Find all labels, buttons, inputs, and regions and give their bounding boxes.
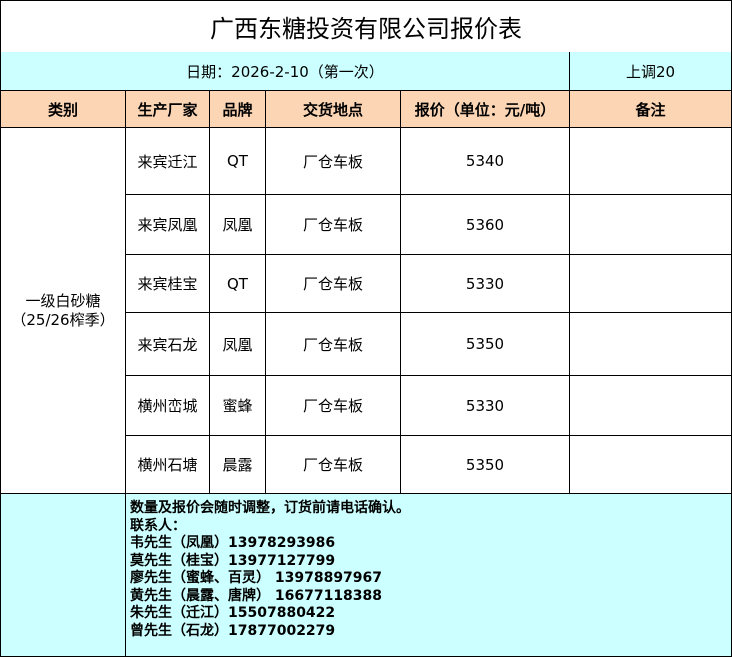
cell-delivery: 厂仓车板 xyxy=(266,195,401,255)
cell-brand: 晨露 xyxy=(210,436,266,494)
cell-price: 5340 xyxy=(401,128,570,195)
cell-brand: QT xyxy=(210,128,266,195)
sheet-title: 广西东糖投资有限公司报价表 xyxy=(0,0,732,53)
cell-price: 5350 xyxy=(401,313,570,376)
column-header: 类别 xyxy=(0,91,126,128)
cell-price: 5360 xyxy=(401,195,570,255)
cell-note xyxy=(570,313,732,376)
note-line: 韦先生（凤凰）13978293986 xyxy=(130,535,336,551)
cell-note xyxy=(570,376,732,436)
note-line: 莫先生（桂宝）13977127799 xyxy=(130,552,336,569)
cell-price: 5350 xyxy=(401,436,570,494)
cell-maker: 来宾桂宝 xyxy=(126,255,210,313)
contact-notes: 数量及报价会随时调整，订货前请电话确认。 联系人： 韦先生（凤凰）139782939… xyxy=(126,494,732,657)
column-header: 备注 xyxy=(570,91,732,128)
cell-delivery: 厂仓车板 xyxy=(266,376,401,436)
note-line: 曾先生（石龙）17877002279 xyxy=(130,622,336,639)
category-label: （25/26榨季） xyxy=(11,310,115,329)
column-header: 品牌 xyxy=(210,91,266,128)
cell-maker: 横州石塘 xyxy=(126,436,210,494)
column-header: 交货地点 xyxy=(266,91,401,128)
cell-delivery: 厂仓车板 xyxy=(266,313,401,376)
note-line: 廖先生（蜜蜂、百灵） 13978897967 xyxy=(130,570,383,586)
cell-price: 5330 xyxy=(401,376,570,436)
note-line: 数量及报价会随时调整，订货前请电话确认。 xyxy=(130,500,410,516)
cell-delivery: 厂仓车板 xyxy=(266,128,401,195)
cell-maker: 来宾迁江 xyxy=(126,128,210,195)
cell-delivery: 厂仓车板 xyxy=(266,436,401,494)
cell-note xyxy=(570,128,732,195)
date-line: 日期：2026-2-10（第一次） xyxy=(0,52,570,91)
cell-note xyxy=(570,255,732,313)
note-line: 联系人： xyxy=(130,517,186,534)
category-label: 一级白砂糖 xyxy=(25,291,101,310)
cell-brand: 凤凰 xyxy=(210,313,266,376)
cell-price: 5330 xyxy=(401,255,570,313)
cell-brand: 蜜蜂 xyxy=(210,376,266,436)
column-header: 报价（单位：元/吨） xyxy=(401,91,570,128)
cell-delivery: 厂仓车板 xyxy=(266,255,401,313)
notes-blank xyxy=(0,494,126,657)
cell-maker: 来宾石龙 xyxy=(126,313,210,376)
cell-brand: QT xyxy=(210,255,266,313)
column-header: 生产厂家 xyxy=(126,91,210,128)
cell-brand: 凤凰 xyxy=(210,195,266,255)
note-line: 黄先生（晨露、唐牌） 16677118388 xyxy=(130,587,383,604)
price-adjustment: 上调20 xyxy=(570,52,732,91)
note-line: 朱先生（迁江）15507880422 xyxy=(130,605,336,621)
cell-maker: 横州峦城 xyxy=(126,376,210,436)
cell-note xyxy=(570,195,732,255)
cell-maker: 来宾凤凰 xyxy=(126,195,210,255)
cell-note xyxy=(570,436,732,494)
category-cell: 一级白砂糖 （25/26榨季） xyxy=(0,128,126,494)
